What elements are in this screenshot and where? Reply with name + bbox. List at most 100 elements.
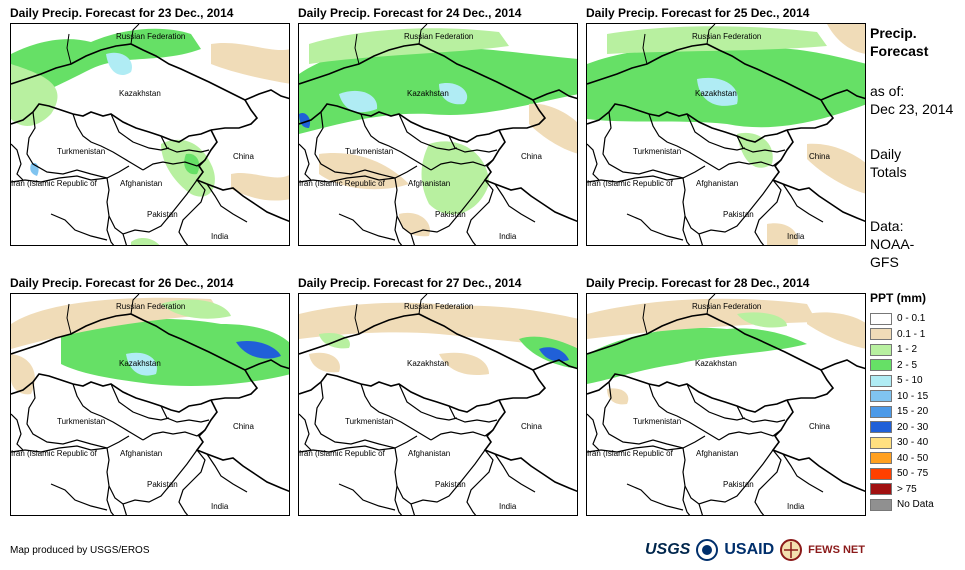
precip-shading [587, 298, 865, 405]
legend-label: 0.1 - 1 [897, 328, 926, 340]
label-turkmenistan: Turkmenistan [345, 147, 394, 156]
label-india: India [499, 502, 517, 511]
legend-swatch [870, 390, 892, 402]
label-india: India [499, 232, 517, 241]
forecast-panel-27dec: Daily Precip. Forecast for 27 Dec., 2014… [298, 276, 578, 521]
label-russia: Russian Federation [116, 302, 186, 311]
forecast-panel-25dec: Daily Precip. Forecast for 25 Dec., 2014… [586, 6, 866, 251]
legend-swatch [870, 467, 892, 480]
legend-label: 20 - 30 [897, 421, 929, 433]
label-pakistan: Pakistan [147, 480, 178, 489]
legend-label: 15 - 20 [897, 406, 929, 417]
label-kazakhstan: Kazakhstan [407, 359, 449, 368]
forecast-panel-28dec: Daily Precip. Forecast for 28 Dec., 2014… [586, 276, 866, 521]
side-totals-line1: Daily [870, 146, 902, 162]
legend-swatch [870, 328, 892, 340]
precip-map-svg [299, 24, 577, 245]
precip-shading [587, 24, 865, 245]
label-china: China [809, 152, 830, 161]
label-afghanistan: Afghanistan [696, 179, 739, 188]
label-china: China [521, 152, 542, 161]
legend-item: 40 - 50 [870, 451, 928, 466]
usaid-logo: USAID [724, 541, 775, 558]
side-data-source: Data: NOAA- GFS [870, 217, 914, 271]
side-heading-line2: Forecast [870, 43, 929, 59]
panel-title: Daily Precip. Forecast for 25 Dec., 2014 [586, 6, 810, 20]
side-data-line2: NOAA- [870, 236, 915, 252]
panel-title: Daily Precip. Forecast for 27 Dec., 2014 [298, 276, 522, 290]
legend-swatch [870, 343, 892, 356]
label-iran: Iran (Islamic Republic of [299, 449, 385, 458]
legend-item: 5 - 10 [870, 373, 923, 388]
legend-item: 1 - 2 [870, 342, 917, 357]
precip-map-svg [587, 24, 865, 245]
label-turkmenistan: Turkmenistan [57, 417, 106, 426]
legend-label: 1 - 2 [897, 344, 918, 355]
label-turkmenistan: Turkmenistan [633, 147, 682, 156]
legend-item: No Data [870, 497, 934, 512]
side-heading-line1: Precip. [870, 25, 917, 41]
forecast-panel-24dec: Daily Precip. Forecast for 24 Dec., 2014… [298, 6, 578, 251]
legend-label: No Data [897, 499, 934, 510]
legend-swatch [870, 312, 892, 325]
label-russia: Russian Federation [692, 32, 762, 41]
legend-swatch [870, 374, 892, 387]
legend-label: 0 - 0.1 [897, 313, 926, 324]
label-russia: Russian Federation [404, 302, 474, 311]
logo-strip: USGS USAID FEWS NET [645, 539, 865, 561]
precip-map-svg [299, 294, 577, 515]
label-pakistan: Pakistan [147, 210, 178, 219]
legend-item: 0 - 0.1 [870, 311, 925, 326]
label-china: China [233, 152, 254, 161]
label-kazakhstan: Kazakhstan [695, 359, 737, 368]
legend-swatch [870, 359, 892, 371]
label-iran: Iran (Islamic Republic of [11, 179, 97, 188]
label-turkmenistan: Turkmenistan [57, 147, 106, 156]
label-china: China [233, 422, 254, 431]
forecast-map: Russian Federation Kazakhstan Turkmenist… [586, 23, 866, 246]
label-india: India [787, 502, 805, 511]
legend-label: > 75 [897, 483, 917, 495]
precip-map-svg [11, 294, 289, 515]
legend-title: PPT (mm) [870, 291, 927, 305]
legend-item: 2 - 5 [870, 358, 917, 373]
label-pakistan: Pakistan [723, 480, 754, 489]
legend-label: 2 - 5 [897, 359, 918, 371]
precip-shading [299, 302, 577, 376]
legend-label: 40 - 50 [897, 452, 929, 464]
label-china: China [521, 422, 542, 431]
precip-shading [299, 28, 577, 237]
label-kazakhstan: Kazakhstan [695, 89, 737, 98]
precip-shading [11, 297, 289, 395]
forecast-map: Russian Federation Kazakhstan Turkmenist… [586, 293, 866, 516]
label-russia: Russian Federation [692, 302, 762, 311]
usgs-logo: USGS [645, 541, 691, 558]
legend-label: 5 - 10 [897, 375, 923, 386]
label-pakistan: Pakistan [435, 480, 466, 489]
legend-swatch [870, 436, 892, 449]
credit-text: Map produced by USGS/EROS [10, 545, 150, 556]
panel-title: Daily Precip. Forecast for 26 Dec., 2014 [10, 276, 234, 290]
legend-label: 30 - 40 [897, 437, 929, 448]
label-iran: Iran (Islamic Republic of [299, 179, 385, 188]
legend-label: 50 - 75 [897, 468, 929, 479]
label-turkmenistan: Turkmenistan [633, 417, 682, 426]
label-india: India [787, 232, 805, 241]
label-pakistan: Pakistan [435, 210, 466, 219]
side-data-line1: Data: [870, 218, 904, 234]
label-afghanistan: Afghanistan [408, 179, 451, 188]
legend-item: > 75 [870, 482, 917, 497]
forecast-map: Russian Federation Kazakhstan Turkmenist… [10, 23, 290, 246]
side-asof-line1: as of: [870, 83, 905, 99]
legend-swatch [870, 452, 892, 464]
legend-label: 10 - 15 [897, 390, 929, 402]
label-kazakhstan: Kazakhstan [407, 89, 449, 98]
side-heading: Precip. Forecast [870, 24, 928, 60]
label-kazakhstan: Kazakhstan [119, 359, 161, 368]
side-totals-line2: Totals [870, 164, 907, 180]
label-india: India [211, 232, 229, 241]
panel-title: Daily Precip. Forecast for 28 Dec., 2014 [586, 276, 810, 290]
side-totals: Daily Totals [870, 145, 907, 181]
legend-item: 30 - 40 [870, 435, 928, 450]
panel-title: Daily Precip. Forecast for 24 Dec., 2014 [298, 6, 522, 20]
